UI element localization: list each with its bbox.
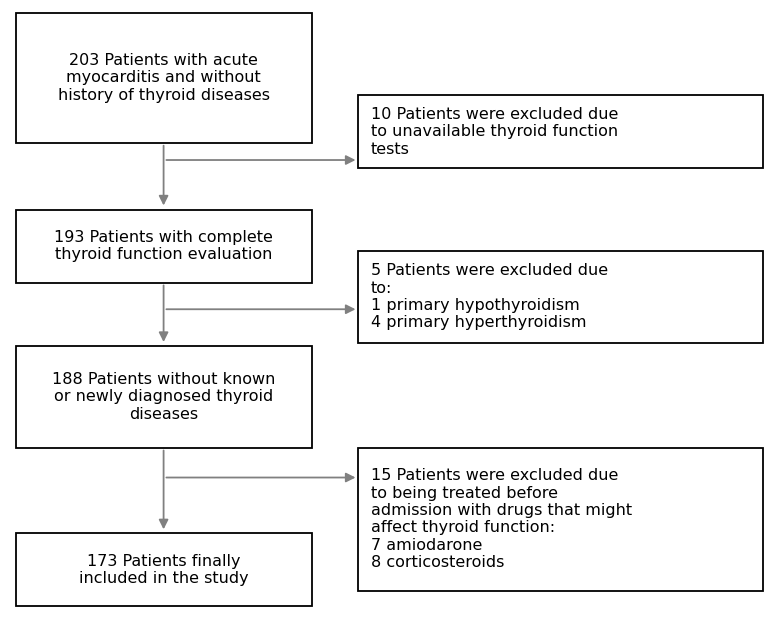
Text: 5 Patients were excluded due
to:
1 primary hypothyroidism
4 primary hyperthyroid: 5 Patients were excluded due to: 1 prima… — [371, 264, 608, 330]
Text: 188 Patients without known
or newly diagnosed thyroid
diseases: 188 Patients without known or newly diag… — [52, 372, 275, 422]
FancyBboxPatch shape — [16, 346, 312, 448]
FancyBboxPatch shape — [358, 448, 763, 591]
FancyBboxPatch shape — [16, 533, 312, 606]
FancyBboxPatch shape — [16, 210, 312, 283]
Text: 15 Patients were excluded due
to being treated before
admission with drugs that : 15 Patients were excluded due to being t… — [371, 468, 632, 570]
Text: 193 Patients with complete
thyroid function evaluation: 193 Patients with complete thyroid funct… — [55, 230, 273, 262]
Text: 10 Patients were excluded due
to unavailable thyroid function
tests: 10 Patients were excluded due to unavail… — [371, 107, 619, 157]
FancyBboxPatch shape — [358, 251, 763, 343]
Text: 173 Patients finally
included in the study: 173 Patients finally included in the stu… — [79, 554, 249, 586]
FancyBboxPatch shape — [358, 95, 763, 168]
FancyBboxPatch shape — [16, 13, 312, 143]
Text: 203 Patients with acute
myocarditis and without
history of thyroid diseases: 203 Patients with acute myocarditis and … — [58, 53, 270, 103]
